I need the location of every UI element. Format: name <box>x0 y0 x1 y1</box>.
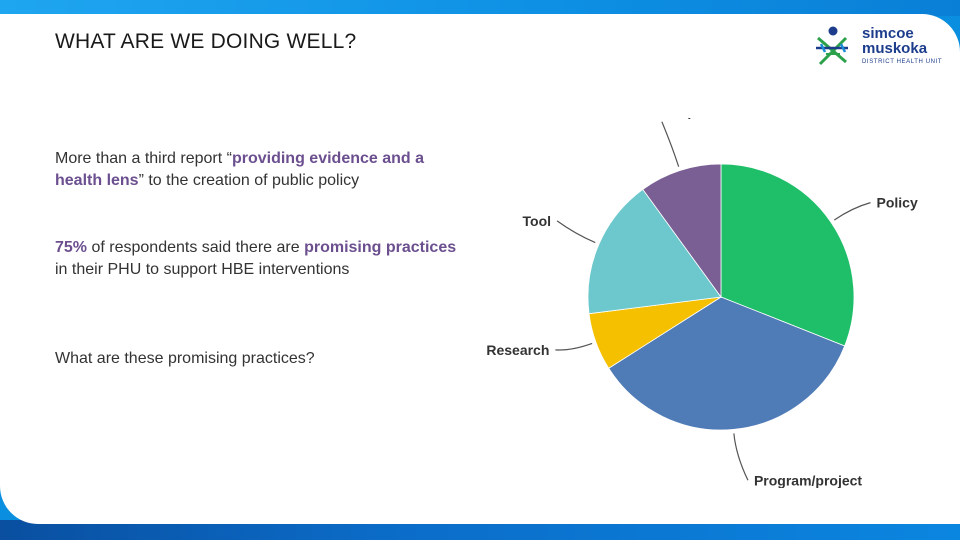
question-promising-practices: What are these promising practices? <box>55 348 465 370</box>
slide-title: WHAT ARE WE DOING WELL? <box>55 30 357 53</box>
pie-slice-policy <box>720 163 855 347</box>
finding-promising-practices: 75% of respondents said there are promis… <box>55 237 465 281</box>
slice-label-program-project: Program/project <box>754 472 862 488</box>
pie-slice-workshop <box>642 163 722 299</box>
slice-label-tool: Tool <box>523 213 552 229</box>
leader-line-program-project <box>733 433 749 481</box>
finding-policy-evidence: More than a third report “providing evid… <box>55 148 465 192</box>
body-text: What are these promising practices? <box>55 350 315 367</box>
slice-label-research: Research <box>486 342 549 358</box>
logo-text-simcoe: simcoe <box>862 25 914 42</box>
body-text: More than a third report “ <box>55 150 232 167</box>
pie-slice-tool <box>587 188 722 315</box>
organization-logo: simcoe muskoka DISTRICT HEALTH UNIT <box>812 24 942 70</box>
highlight-text: providing evidence and a health lens <box>55 150 425 189</box>
logo-text-muskoka: muskoka <box>862 40 928 57</box>
leader-line-tool <box>556 220 596 244</box>
slice-label-policy: Policy <box>877 195 918 211</box>
highlight-text: promising practices <box>304 239 457 256</box>
body-text: ” to the creation of public policy <box>138 172 360 189</box>
logo-text-health-unit: DISTRICT HEALTH UNIT <box>862 59 943 65</box>
pie-slice-program-project <box>608 296 846 431</box>
highlight-text: 75% <box>55 239 88 256</box>
promising-practices-pie-chart: Policy Program/project Research Tool Worksho… <box>486 118 918 488</box>
leader-line-workshop <box>661 121 680 167</box>
logo-mark-icon <box>816 26 848 66</box>
top-accent-band <box>0 0 960 16</box>
body-text: in their PHU to support HBE intervention… <box>55 261 350 278</box>
bottom-accent-band <box>0 520 960 540</box>
body-text: of respondents said there are <box>87 239 305 256</box>
leader-line-research <box>555 342 593 351</box>
slice-label-workshop: Workshop <box>628 118 696 119</box>
leader-line-policy <box>833 202 871 221</box>
